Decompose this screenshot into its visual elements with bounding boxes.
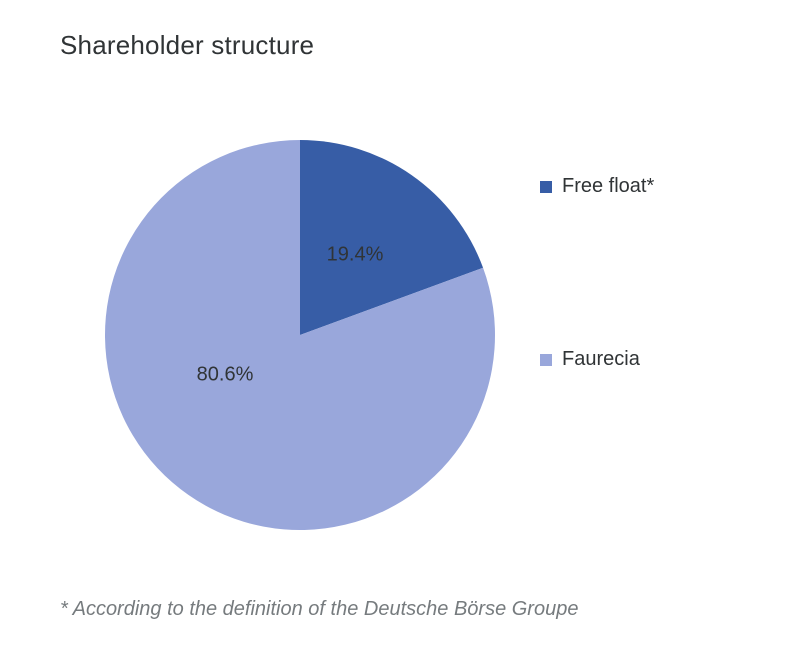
legend: Free float* Faurecia [540,175,770,371]
slice-value-label: 19.4% [327,243,384,265]
legend-swatch [540,181,552,193]
legend-label: Free float* [562,175,654,198]
legend-label: Faurecia [562,348,640,371]
chart-frame: Shareholder structure 19.4% 80.6% Free fl… [0,0,793,651]
slice-value-label: 80.6% [197,363,254,385]
footnote: * According to the definition of the Deu… [60,598,578,621]
legend-swatch [540,354,552,366]
legend-item: Free float* [540,175,770,198]
pie-chart: 19.4% 80.6% [50,80,550,550]
legend-item: Faurecia [540,348,770,371]
chart-title: Shareholder structure [60,30,314,61]
